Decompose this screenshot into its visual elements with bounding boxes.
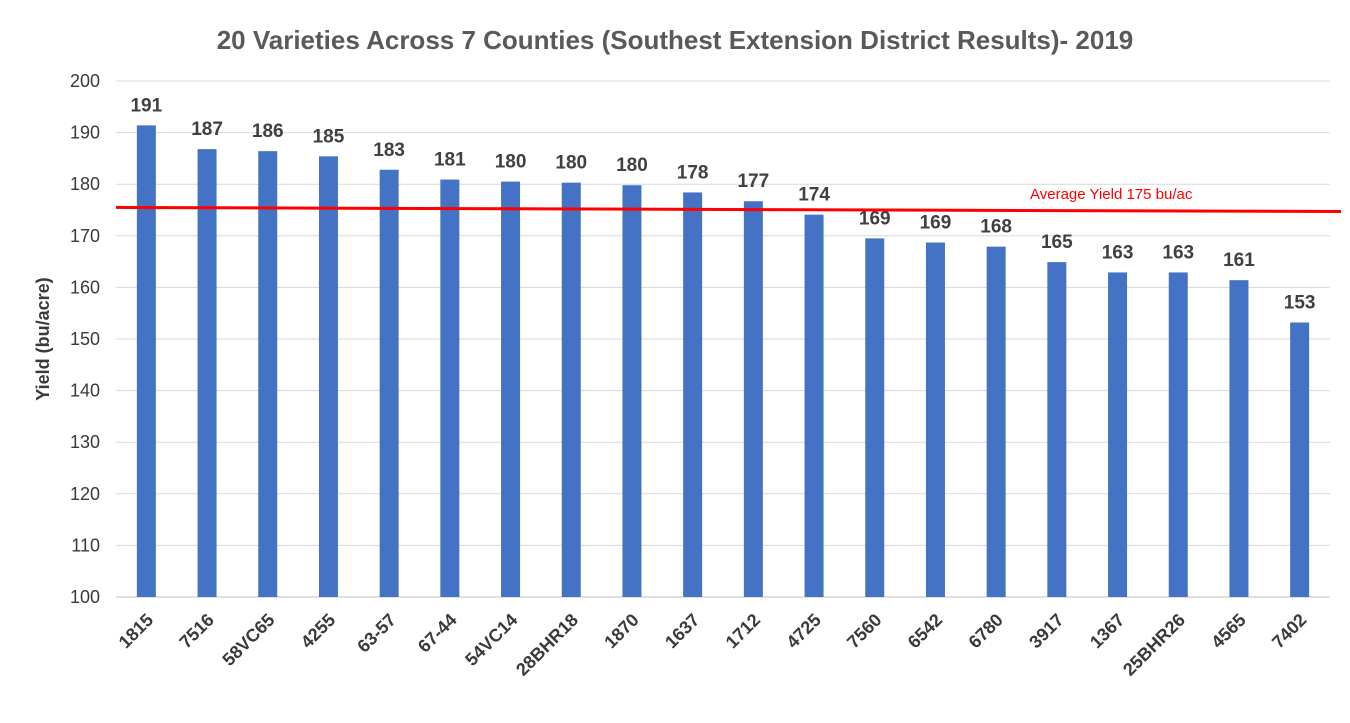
x-tick-label: 67-44 [414, 610, 461, 657]
bar [683, 192, 703, 597]
x-tick-label: 1637 [661, 610, 703, 652]
data-label: 181 [434, 150, 466, 171]
data-label: 180 [495, 152, 527, 173]
data-label: 180 [616, 155, 648, 176]
bar [1229, 280, 1249, 597]
x-tick-label: 7402 [1268, 610, 1310, 652]
bar [622, 185, 642, 597]
data-label: 165 [1041, 232, 1073, 253]
data-label: 177 [737, 171, 769, 192]
x-tick-label: 28BHR18 [512, 610, 582, 680]
x-tick-label: 7560 [843, 610, 885, 652]
gridlines [116, 80, 1330, 598]
data-label: 163 [1162, 242, 1194, 263]
x-tick-label: 1712 [722, 610, 764, 652]
data-label: 174 [798, 185, 830, 206]
x-tick-label: 58VC65 [218, 610, 278, 670]
bar [743, 201, 763, 597]
data-label: 186 [252, 121, 284, 142]
bar [1047, 262, 1067, 597]
x-tick-label: 54VC14 [461, 610, 521, 670]
bar [865, 238, 885, 597]
data-label: 183 [373, 140, 405, 161]
y-tick-label: 140 [70, 381, 100, 401]
bar [501, 181, 521, 597]
bar [986, 246, 1006, 598]
x-tick-label: 7516 [175, 610, 217, 652]
x-axis-ticks: 1815 7516 58VC65 4255 63-57 67-44 54VC1428BHR1… [115, 610, 1311, 680]
x-tick-label: 25BHR26 [1119, 610, 1189, 680]
bar [925, 242, 945, 597]
x-tick-label: 1367 [1086, 610, 1128, 652]
x-tick-label: 63-57 [353, 610, 400, 657]
data-label: 153 [1284, 292, 1316, 313]
bar [804, 214, 824, 598]
y-tick-label: 160 [70, 277, 100, 297]
average-line-group: Average Yield 175 bu/ac [115, 186, 1342, 214]
average-line [115, 205, 1342, 214]
y-tick-label: 130 [70, 432, 100, 452]
y-axis-ticks: 100 110 120 130 140 150 160 170 180 190 200 [70, 71, 100, 607]
y-tick-label: 190 [70, 123, 100, 143]
data-label: 185 [313, 126, 345, 147]
bar [258, 151, 278, 597]
data-label: 187 [191, 119, 223, 140]
data-label: 178 [677, 162, 709, 183]
x-tick-label: 6780 [965, 610, 1007, 652]
x-tick-label: 1870 [600, 610, 642, 652]
x-tick-label: 1815 [115, 610, 157, 652]
bar [1168, 272, 1188, 597]
bar [197, 149, 217, 597]
bar [379, 169, 399, 597]
bar [1108, 272, 1128, 597]
y-tick-label: 150 [70, 329, 100, 349]
x-tick-label: 4565 [1207, 610, 1249, 652]
data-label: 169 [920, 213, 952, 234]
data-label: 161 [1223, 250, 1255, 271]
x-tick-label: 6542 [904, 610, 946, 652]
y-tick-label: 100 [70, 587, 100, 607]
bars [136, 125, 1310, 598]
data-label: 168 [980, 217, 1012, 238]
bar [561, 182, 581, 598]
data-label: 180 [555, 153, 587, 174]
y-axis-label: Yield (bu/acre) [33, 277, 53, 400]
data-label: 191 [130, 95, 162, 116]
average-line-label: Average Yield 175 bu/ac [1030, 186, 1193, 203]
bar [318, 156, 338, 597]
bar [440, 179, 460, 597]
x-tick-label: 3917 [1025, 610, 1067, 652]
bar [136, 125, 156, 597]
data-label: 163 [1102, 242, 1134, 263]
y-tick-label: 180 [70, 174, 100, 194]
bar [1290, 322, 1310, 597]
x-tick-label: 4255 [297, 610, 339, 652]
chart-title: 20 Varieties Across 7 Counties (Southest… [217, 25, 1134, 55]
y-tick-label: 120 [70, 484, 100, 504]
data-labels: 191 187 186 185 183 181 180 180 180 178 177 174 169 1… [130, 95, 1315, 313]
data-label: 169 [859, 208, 891, 229]
y-tick-label: 200 [70, 71, 100, 91]
x-tick-label: 4725 [782, 610, 824, 652]
y-tick-label: 110 [71, 535, 100, 555]
y-tick-label: 170 [70, 226, 100, 246]
